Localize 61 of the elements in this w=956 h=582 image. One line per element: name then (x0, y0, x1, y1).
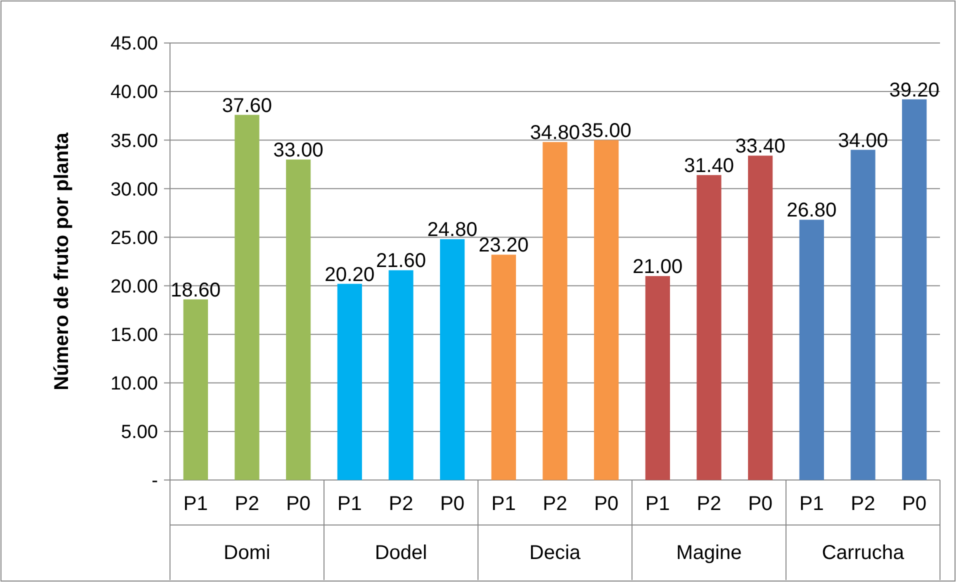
data-label: 23.20 (478, 234, 529, 257)
bar (234, 114, 260, 480)
bar (388, 270, 414, 480)
x-tick-label: P1 (183, 493, 208, 515)
text: Carrucha (822, 542, 905, 564)
y-tick-label: 45.00 (110, 34, 158, 55)
x-tick-label: P2 (234, 493, 260, 515)
x-tick-label: P2 (542, 493, 568, 515)
y-axis-title: Número de fruto por planta (51, 132, 73, 390)
x-tick-label: P2 (388, 493, 414, 515)
data-label: 33.40 (735, 136, 786, 158)
data-label: 18.60 (170, 279, 221, 302)
y-tick-label: - (152, 470, 158, 492)
y-tick-label: 15.00 (110, 324, 158, 346)
x-tick-label: P0 (902, 493, 927, 515)
data-label: 34.80 (530, 122, 580, 144)
text: Dodel (374, 542, 428, 564)
bar (491, 254, 516, 480)
x-tick-label: P2 (696, 493, 722, 515)
data-label: 24.80 (427, 219, 478, 242)
bar (799, 220, 824, 480)
data-label: 21.60 (376, 250, 426, 272)
bar (542, 142, 568, 480)
bar (696, 175, 722, 480)
x-tick-label: P1 (491, 493, 516, 515)
data-label: 35.00 (581, 120, 632, 142)
x-tick-label: P1 (799, 493, 824, 515)
data-label: 26.80 (786, 200, 837, 222)
x-tick-label: P0 (286, 493, 311, 515)
x-tick-label: P0 (440, 493, 465, 515)
data-label: 33.00 (273, 140, 324, 162)
bar (748, 156, 773, 480)
bar (440, 239, 465, 480)
x-tick-label: P1 (645, 493, 670, 515)
bar (286, 160, 311, 480)
y-tick-label: 35.00 (110, 130, 158, 152)
x-tick-label: P0 (594, 493, 619, 515)
y-tick-label: 5.00 (121, 422, 158, 444)
bar (594, 140, 619, 480)
data-label: 31.40 (684, 155, 734, 178)
x-tick-label: P2 (850, 493, 876, 515)
bar (337, 284, 362, 480)
text: Decia (529, 542, 582, 564)
data-label: 37.60 (222, 94, 272, 117)
x-tick-label: P1 (337, 493, 362, 515)
text: Magine (676, 542, 742, 564)
data-label: 21.00 (632, 256, 683, 278)
bar (902, 99, 927, 480)
y-tick-label: 25.00 (110, 228, 158, 249)
data-label: 34.00 (838, 130, 888, 152)
y-tick-label: 10.00 (110, 374, 158, 395)
data-label: 20.20 (324, 264, 375, 286)
x-tick-label: P0 (748, 493, 773, 515)
bar (850, 150, 876, 480)
data-label: 39.20 (889, 79, 940, 102)
y-tick-label: 30.00 (110, 179, 158, 200)
bar (183, 299, 208, 480)
y-tick-label: 40.00 (110, 82, 158, 104)
bar (645, 276, 670, 480)
y-tick-label: 20.00 (110, 276, 158, 298)
text: Domi (224, 542, 270, 564)
